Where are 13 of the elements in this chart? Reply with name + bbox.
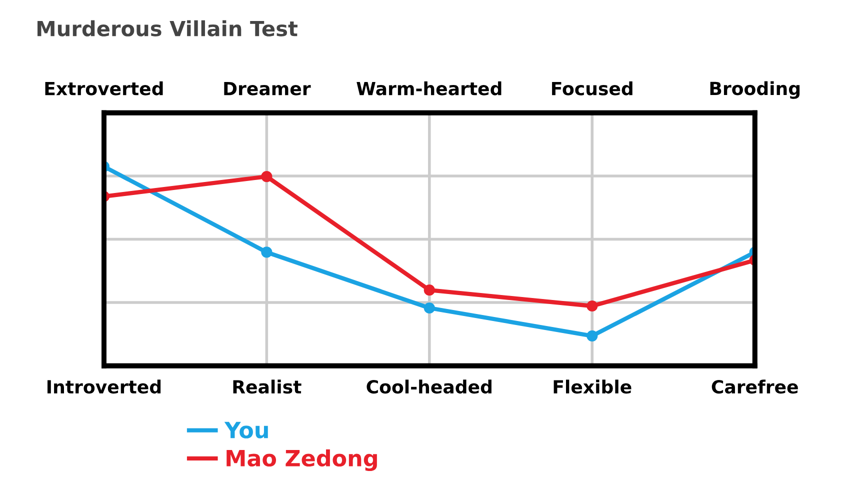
text: Extroverted [45, 81, 163, 96]
x-tick-label: Realist [233, 380, 302, 394]
chart-title: Murderous Villain Test [38, 20, 298, 36]
legend-label: You [224, 422, 268, 438]
text: Brooding [710, 81, 800, 99]
x-tick-label: Flexible [554, 380, 632, 394]
x-tick-label: Carefree [712, 380, 798, 394]
text: Focused [552, 81, 632, 96]
x-tick-label: Introverted [47, 380, 161, 394]
legend-label: Mao Zedong [226, 449, 377, 472]
text: Dreamer [224, 82, 311, 96]
text: Warm-hearted [356, 81, 502, 96]
x-tick-label: Cool-headed [366, 380, 492, 394]
